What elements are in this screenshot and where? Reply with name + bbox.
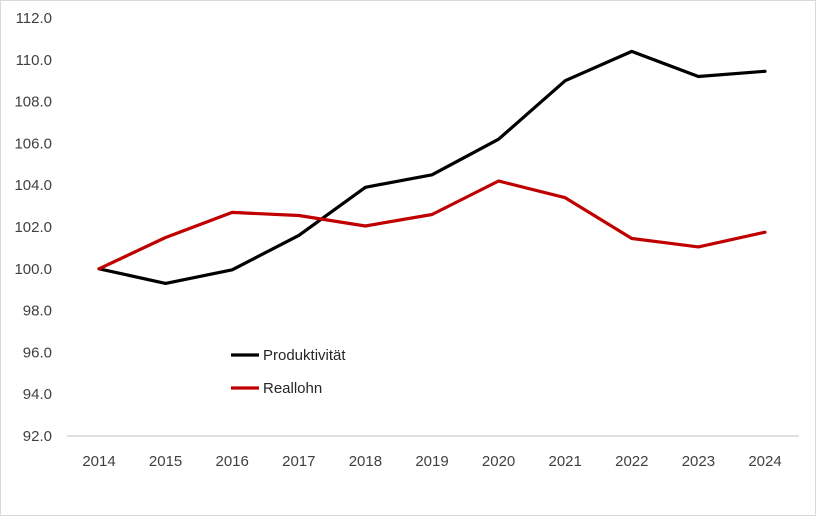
y-tick-label: 104.0: [14, 177, 52, 194]
series-layer: [97, 49, 767, 285]
series-line-produktivitaet: [97, 49, 767, 285]
y-tick-label: 98.0: [23, 303, 52, 320]
x-tick-label: 2017: [282, 453, 315, 470]
series-line-reallohn: [97, 179, 767, 271]
x-tick-label: 2018: [349, 453, 382, 470]
y-tick-label: 112.0: [16, 10, 52, 27]
x-tick-label: 2019: [415, 453, 448, 470]
y-tick-label: 94.0: [23, 386, 52, 403]
y-tick-label: 102.0: [14, 219, 52, 236]
x-tick-label: 2020: [482, 453, 515, 470]
x-tick-label: 2022: [615, 453, 648, 470]
y-tick-label: 92.0: [23, 428, 52, 445]
x-tick-label: 2024: [748, 453, 781, 470]
y-tick-label: 100.0: [14, 261, 52, 278]
x-tick-label: 2014: [82, 453, 115, 470]
legend: Produktivität Reallohn: [231, 347, 346, 397]
x-tick-label: 2021: [549, 453, 582, 470]
legend-label: Reallohn: [263, 380, 322, 397]
legend-label: Produktivität: [263, 347, 346, 364]
x-tick-label: 2015: [149, 453, 182, 470]
y-tick-label: 108.0: [14, 94, 52, 111]
x-tick-label: 2023: [682, 453, 715, 470]
x-axis: 2014 2015 2016 2017 2018 2019 2020 2021 2022 2023…: [67, 435, 799, 470]
y-tick-label: 96.0: [23, 344, 52, 361]
y-axis: 92.0 94.0 96.0 98.0 100.0 102.0 104.0 106.0 108.…: [14, 10, 52, 445]
x-tick-label: 2016: [216, 453, 249, 470]
y-tick-label: 110.0: [16, 52, 52, 69]
y-tick-label: 106.0: [14, 135, 52, 152]
